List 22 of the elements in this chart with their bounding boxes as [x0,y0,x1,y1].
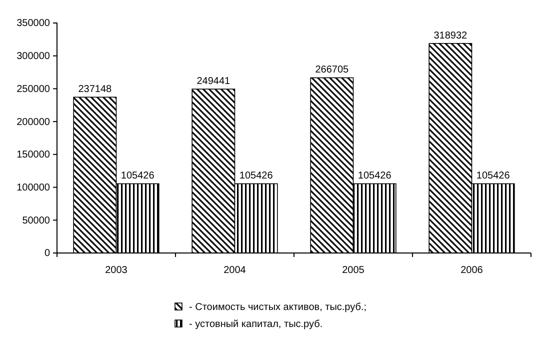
data-label: 318932 [434,30,468,42]
data-label: 266705 [315,64,350,76]
x-tick-label: 2006 [460,265,484,276]
y-tick-label: 0 [44,248,50,260]
data-label: 249441 [196,76,231,88]
data-label: 105426 [120,170,155,182]
data-label: 105426 [476,170,510,182]
y-tick-label: 350000 [16,18,50,30]
x-tick-label: 2005 [342,265,365,276]
data-label: 105426 [239,170,274,182]
legend-label: - устовный капитал, тыс.руб. [189,319,323,330]
x-tick-label: 2003 [105,265,128,276]
data-label: 105426 [358,170,392,182]
legend-label: - Стоимость чистых активов, тыс.руб.; [189,302,367,313]
y-tick-label: 250000 [16,84,50,95]
y-tick-label: 300000 [16,51,50,62]
y-tick-label: 150000 [16,150,50,161]
y-tick-label: 100000 [16,182,50,194]
x-tick-label: 2004 [224,265,246,276]
y-tick-label: 200000 [16,116,50,128]
y-tick-label: 50000 [22,215,50,226]
data-label: 237148 [78,84,112,96]
